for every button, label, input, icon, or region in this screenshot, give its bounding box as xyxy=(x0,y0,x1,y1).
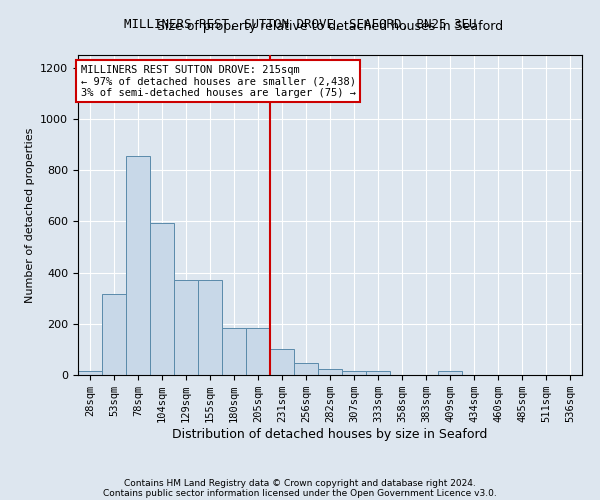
Bar xyxy=(342,371,366,375)
Bar xyxy=(366,371,390,375)
Bar xyxy=(246,328,270,375)
Bar xyxy=(102,294,126,375)
X-axis label: Distribution of detached houses by size in Seaford: Distribution of detached houses by size … xyxy=(172,428,488,441)
Bar xyxy=(78,371,102,375)
Title: Size of property relative to detached houses in Seaford: Size of property relative to detached ho… xyxy=(157,20,503,33)
Text: Contains public sector information licensed under the Open Government Licence v3: Contains public sector information licen… xyxy=(103,488,497,498)
Bar xyxy=(174,280,198,375)
Text: MILLINERS REST, SUTTON DROVE, SEAFORD, BN25 3EU: MILLINERS REST, SUTTON DROVE, SEAFORD, B… xyxy=(124,18,476,30)
Bar xyxy=(222,328,246,375)
Bar xyxy=(318,368,342,375)
Bar xyxy=(270,350,294,375)
Bar xyxy=(150,222,174,375)
Text: Contains HM Land Registry data © Crown copyright and database right 2024.: Contains HM Land Registry data © Crown c… xyxy=(124,478,476,488)
Bar xyxy=(198,280,222,375)
Y-axis label: Number of detached properties: Number of detached properties xyxy=(25,128,35,302)
Text: MILLINERS REST SUTTON DROVE: 215sqm
← 97% of detached houses are smaller (2,438): MILLINERS REST SUTTON DROVE: 215sqm ← 97… xyxy=(80,64,356,98)
Bar xyxy=(126,156,150,375)
Bar xyxy=(438,371,462,375)
Bar xyxy=(294,364,318,375)
